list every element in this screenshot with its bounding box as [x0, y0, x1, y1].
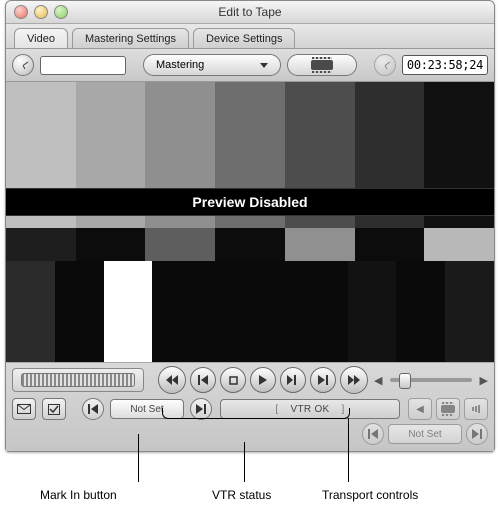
mode-menu[interactable]: Mastering — [143, 54, 281, 76]
vtr-status: [ VTR OK ] — [220, 399, 400, 419]
timecode-input[interactable] — [40, 56, 126, 75]
toolbar: Mastering 00:23:58;24 — [6, 49, 494, 82]
audio-button[interactable] — [464, 398, 488, 420]
step-back-button[interactable] — [190, 367, 216, 393]
tab-video[interactable]: Video — [14, 28, 68, 48]
callout-mark-in: Mark In button — [40, 488, 117, 502]
transport-controls — [158, 366, 368, 394]
film-strip-icon — [311, 60, 333, 70]
step-forward-button[interactable] — [310, 367, 336, 393]
go-to-out-button[interactable] — [466, 423, 488, 445]
video-preview: Preview Disabled — [6, 82, 494, 362]
vtr-status-label: VTR OK — [290, 404, 329, 415]
preview-overlay-text: Preview Disabled — [6, 188, 494, 216]
mode-menu-label: Mastering — [156, 59, 204, 71]
tab-bar: Video Mastering Settings Device Settings — [6, 24, 494, 49]
previous-edit-button[interactable]: ◀ — [408, 398, 432, 420]
mark-in-field[interactable]: Not Set — [110, 399, 184, 419]
envelope-button[interactable] — [12, 398, 36, 420]
go-to-in-button[interactable] — [82, 398, 104, 420]
clock-icon — [12, 54, 34, 76]
stop-button[interactable] — [220, 367, 246, 393]
film-strip-button[interactable] — [287, 54, 357, 76]
clock-icon — [374, 54, 396, 76]
fast-forward-button[interactable] — [340, 366, 368, 394]
speaker-icon — [472, 405, 480, 413]
slider-end-right-icon: ▶ — [480, 374, 488, 387]
jog-wheel[interactable] — [12, 368, 144, 392]
mark-in-button[interactable] — [190, 398, 212, 420]
tab-mastering-settings[interactable]: Mastering Settings — [72, 28, 189, 48]
clip-button[interactable] — [436, 398, 460, 420]
checkbox-button[interactable] — [42, 398, 66, 420]
shuttle-slider[interactable]: ◀ ▶ — [374, 374, 488, 387]
title-bar: Edit to Tape — [6, 1, 494, 24]
callout-vtr-status: VTR status — [212, 488, 271, 502]
chevron-down-icon — [260, 63, 268, 68]
mark-out-field: Not Set — [388, 424, 462, 444]
slider-end-left-icon: ◀ — [374, 374, 382, 387]
tab-device-settings[interactable]: Device Settings — [193, 28, 295, 48]
mark-out-button[interactable] — [362, 423, 384, 445]
rewind-button[interactable] — [158, 366, 186, 394]
timecode-display: 00:23:58;24 — [402, 55, 488, 75]
play-button[interactable] — [250, 367, 276, 393]
play-around-button[interactable] — [280, 367, 306, 393]
control-panel: ◀ ▶ Not Set [ VTR OK ] ◀ — [6, 362, 494, 451]
callout-transport: Transport controls — [322, 488, 418, 502]
window-title: Edit to Tape — [6, 5, 494, 19]
